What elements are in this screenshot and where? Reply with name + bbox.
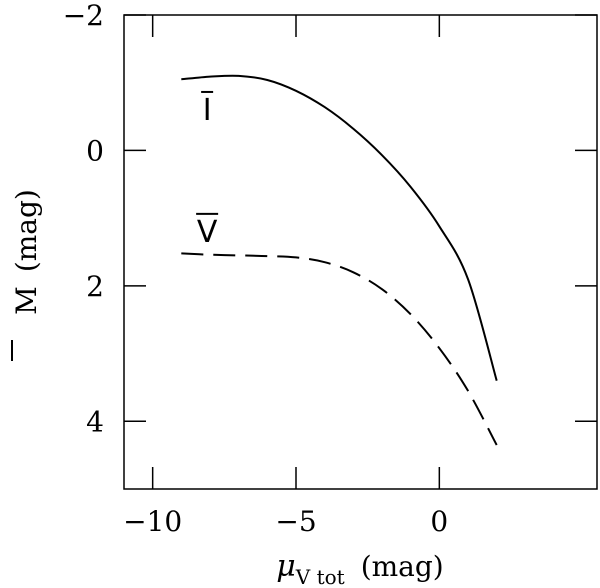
y-axis-unit: (mag) (10, 189, 43, 272)
labels-group: IV (196, 90, 219, 250)
y-tick-label: 2 (86, 270, 104, 303)
series-label-i: I (203, 93, 212, 128)
x-axis-label: μV tot (mag) (276, 549, 443, 588)
x-tick-label: −10 (123, 505, 182, 538)
series-line-i (181, 74, 498, 381)
x-axis-unit: (mag) (361, 550, 444, 583)
x-tick-label: 0 (430, 505, 448, 538)
x-axis-symbol: μ (276, 549, 296, 584)
y-tick-label: −2 (63, 0, 104, 32)
y-axis-symbol: M (10, 286, 43, 315)
y-axis-label: M (mag) (10, 189, 43, 315)
ticks: −10 −5 0 −2 0 2 4 (63, 0, 597, 538)
series-label-v: V (197, 215, 218, 250)
series-line-v (181, 252, 498, 446)
y-tick-label: 0 (86, 134, 104, 167)
y-tick-label: 4 (86, 405, 104, 438)
x-tick-label: −5 (275, 505, 316, 538)
plot-frame (123, 14, 598, 490)
series-group (181, 74, 498, 446)
x-axis-subscript: V tot (295, 565, 345, 588)
